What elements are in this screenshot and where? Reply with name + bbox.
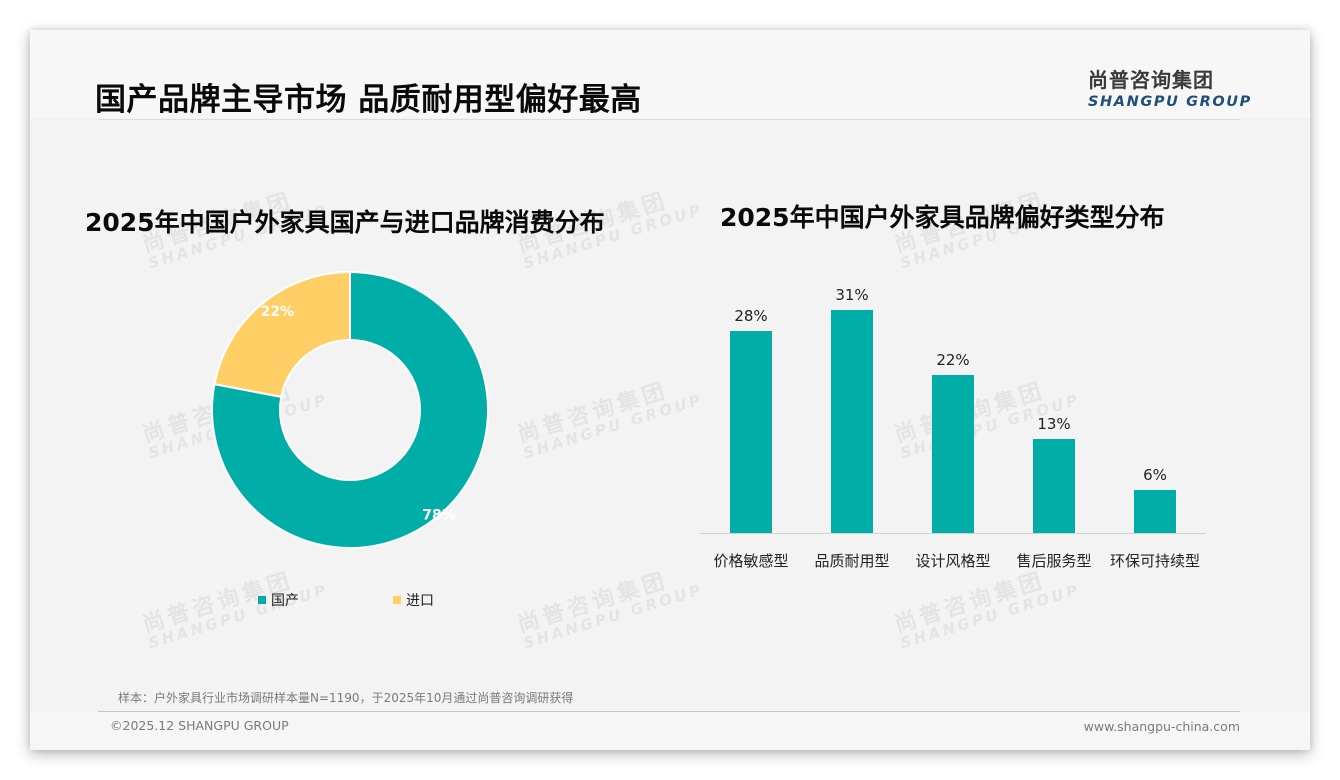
website-link[interactable]: www.shangpu-china.com bbox=[1083, 719, 1240, 734]
bar-category-label: 售后服务型 bbox=[1016, 552, 1092, 570]
bar-value-label: 22% bbox=[936, 350, 970, 369]
donut-slice-1 bbox=[213, 270, 351, 399]
company-logo: 尚普咨询集团 SHANGPU GROUP bbox=[1088, 64, 1252, 110]
bar-category-label: 设计风格型 bbox=[915, 552, 991, 570]
legend-item-imported: 进口 bbox=[393, 590, 434, 610]
bar-value-label: 28% bbox=[734, 307, 768, 326]
legend-swatch-yellow bbox=[393, 596, 401, 604]
bar bbox=[730, 331, 772, 533]
bar-chart: 28% 价格敏感型 31% 品质耐用型 22% 设计风格型 13% 售后服务型 6% 环保可持续型 bbox=[700, 270, 1206, 590]
bar-value-label: 6% bbox=[1143, 465, 1167, 484]
bar bbox=[831, 309, 873, 533]
bar-category-label: 品质耐用型 bbox=[814, 552, 890, 570]
bar-category-label: 环保可持续型 bbox=[1109, 552, 1200, 570]
footer-band bbox=[30, 712, 1310, 750]
legend-label: 国产 bbox=[271, 593, 299, 609]
bar-category-label: 价格敏感型 bbox=[713, 552, 789, 570]
donut-slice-label: 22% bbox=[261, 304, 295, 320]
donut-slice-0 bbox=[211, 270, 489, 549]
page-title: 国产品牌主导市场 品质耐用型偏好最高 bbox=[95, 82, 642, 118]
logo-cn-text: 尚普咨询集团 bbox=[1088, 68, 1214, 92]
copyright-text: ©2025.12 SHANGPU GROUP bbox=[110, 718, 289, 733]
legend-item-domestic: 国产 bbox=[258, 590, 299, 610]
donut-slice-label: 78% bbox=[422, 508, 456, 524]
header-band bbox=[30, 30, 1310, 118]
donut-chart-title: 2025年中国户外家具国产与进口品牌消费分布 bbox=[85, 208, 605, 237]
slide: 尚普咨询集团 SHANGPU GROUP 尚普咨询集团 SHANGPU GROUP … bbox=[30, 30, 1310, 750]
legend-label: 进口 bbox=[406, 593, 434, 609]
bar bbox=[1134, 489, 1176, 533]
x-axis-line bbox=[700, 533, 1206, 534]
bar bbox=[932, 374, 974, 533]
bar-value-label: 31% bbox=[835, 285, 869, 304]
footer-divider bbox=[98, 711, 1240, 712]
sample-note: 样本：户外家具行业市场调研样本量N=1190，于2025年10月通过尚普咨询调研… bbox=[118, 691, 574, 705]
donut-chart: 78% 22% bbox=[211, 270, 489, 549]
logo-en-text: SHANGPU GROUP bbox=[1088, 94, 1252, 110]
legend-swatch-teal bbox=[258, 596, 266, 604]
bar-chart-title: 2025年中国户外家具品牌偏好类型分布 bbox=[720, 203, 1165, 232]
bar-value-label: 13% bbox=[1037, 415, 1071, 434]
bar bbox=[1033, 439, 1075, 533]
header-divider bbox=[98, 119, 1240, 120]
